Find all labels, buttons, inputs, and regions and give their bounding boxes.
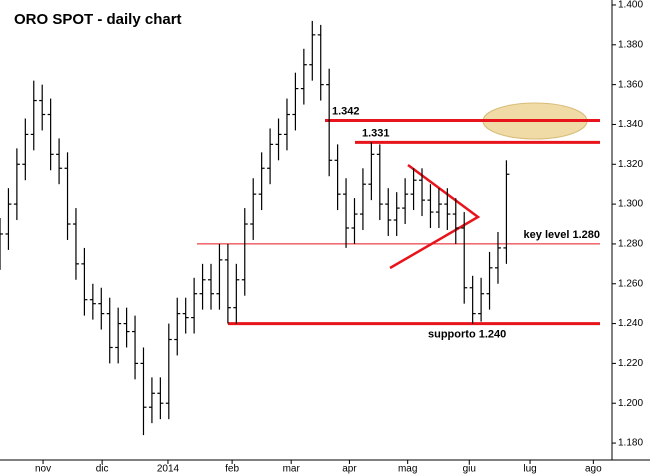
level-label: 1.331 [362,127,390,139]
x-tick-label: nov [35,464,51,475]
y-tick-label: 1.380 [618,39,643,50]
y-tick-label: 1.400 [618,0,643,11]
y-tick-label: 1.180 [618,438,643,449]
x-tick-label: 2014 [157,464,180,475]
x-tick-label: apr [342,464,357,475]
y-tick-label: 1.220 [618,358,643,369]
level-label: 1.342 [332,105,360,117]
x-tick-label: dic [96,464,109,475]
chart-title: ORO SPOT - daily chart [14,11,182,28]
y-tick-label: 1.240 [618,318,643,329]
level-label: supporto 1.240 [428,328,506,340]
x-tick-label: giu [463,464,476,475]
y-tick-label: 1.280 [618,239,643,250]
y-tick-label: 1.300 [618,199,643,210]
x-tick-label: feb [225,464,239,475]
triangle-pattern [389,163,481,270]
x-tick-label: ago [585,464,602,475]
level-label: key level 1.280 [524,229,600,241]
y-tick-label: 1.360 [618,79,643,90]
y-tick-label: 1.320 [618,159,643,170]
x-tick-label: lug [523,464,536,475]
y-tick-label: 1.260 [618,278,643,289]
x-tick-label: mag [398,464,417,475]
x-tick-label: mar [283,464,301,475]
y-tick-label: 1.200 [618,398,643,409]
y-tick-label: 1.340 [618,119,643,130]
